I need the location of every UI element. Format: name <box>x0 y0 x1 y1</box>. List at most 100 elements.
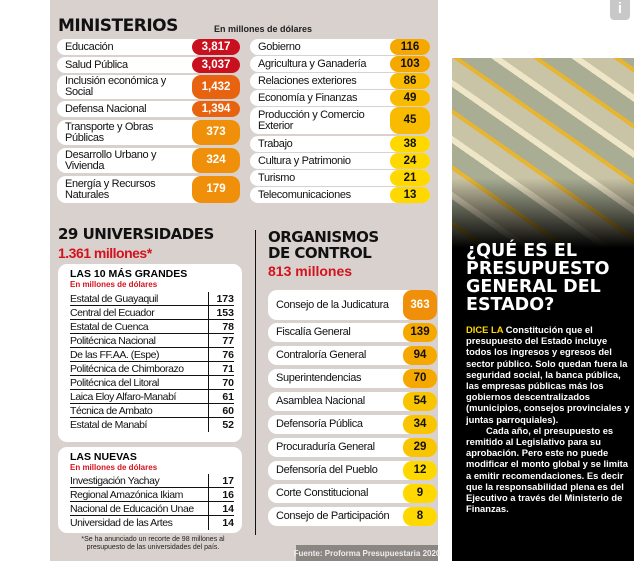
item-value-badge: 38 <box>390 136 430 152</box>
university-value: 77 <box>208 334 234 347</box>
item-label: Cultura y Patrimonio <box>258 154 351 167</box>
table-row: De las FF.AA. (Espe) 76 <box>70 348 234 362</box>
item-label: Defensa Nacional <box>65 102 147 115</box>
grandes-title: LAS 10 MÁS GRANDES <box>70 268 188 280</box>
university-name: Universidad de las Artes <box>70 517 173 529</box>
table-row: Estatal de Cuenca 78 <box>70 320 234 334</box>
university-value: 70 <box>208 376 234 389</box>
item-value-badge: 1,432 <box>192 75 240 99</box>
list-item: Consejo de la Judicatura 363 <box>268 290 437 320</box>
organismos-total: 813 millones <box>268 263 353 279</box>
university-name: Nacional de Educación Unae <box>70 502 194 515</box>
table-row: Laica Eloy Alfaro-Manabí 61 <box>70 390 234 404</box>
university-name: Técnica de Ambato <box>70 404 153 417</box>
item-value-badge: 139 <box>403 323 437 342</box>
list-item: Consejo de Participación 8 <box>268 507 437 526</box>
item-value-badge: 70 <box>403 369 437 388</box>
university-value: 71 <box>208 362 234 375</box>
item-value-badge: 3,037 <box>192 57 240 73</box>
ministerios-title: MINISTERIOS <box>58 16 178 36</box>
list-item: Economía y Finanzas 49 <box>250 90 430 106</box>
item-label: Energía y Recursos Naturales <box>65 177 156 201</box>
item-value-badge: 373 <box>192 120 240 145</box>
item-value-badge: 179 <box>192 176 240 203</box>
item-value-badge: 324 <box>192 148 240 173</box>
item-value-badge: 45 <box>390 107 430 134</box>
item-label: Educación <box>65 40 114 53</box>
list-item: Educación 3,817 <box>57 39 240 55</box>
table-row: Técnica de Ambato 60 <box>70 404 234 418</box>
grandes-box: LAS 10 MÁS GRANDES En millones de dólare… <box>58 264 242 442</box>
sidebar-lead: DICE LA <box>466 324 504 335</box>
table-row: Politécnica de Chimborazo 71 <box>70 362 234 376</box>
nuevas-title: LAS NUEVAS <box>70 451 137 463</box>
list-item: Relaciones exteriores 86 <box>250 73 430 89</box>
table-row: Investigación Yachay 17 <box>70 474 234 488</box>
item-label: Agricultura y Ganadería <box>258 57 367 70</box>
universidades-title: 29 UNIVERSIDADES <box>58 225 214 243</box>
item-value-badge: 21 <box>390 170 430 186</box>
organismos-title: ORGANISMOS DE CONTROL <box>268 229 379 261</box>
sidebar-body: DICE LA Constitución que el presupuesto … <box>466 324 630 514</box>
item-label: Transporte y Obras Públicas <box>65 120 154 144</box>
item-value-badge: 9 <box>403 484 437 503</box>
university-value: 52 <box>208 418 234 432</box>
item-label: Gobierno <box>258 40 301 53</box>
item-value-badge: 86 <box>390 73 430 89</box>
item-value-badge: 54 <box>403 392 437 411</box>
list-item: Gobierno 116 <box>250 39 430 55</box>
university-name: Politécnica del Litoral <box>70 376 159 389</box>
item-label: Consejo de Participación <box>276 510 390 522</box>
university-name: Central del Ecuador <box>70 306 155 319</box>
university-name: De las FF.AA. (Espe) <box>70 348 160 361</box>
item-value-badge: 29 <box>403 438 437 457</box>
item-label: Contraloría General <box>276 349 366 361</box>
item-value-badge: 1,394 <box>192 101 240 117</box>
list-item: Agricultura y Ganadería 103 <box>250 56 430 72</box>
list-item: Contraloría General 94 <box>268 346 437 365</box>
list-item: Defensoría Pública 34 <box>268 415 437 434</box>
university-value: 16 <box>208 488 234 501</box>
organismos-title-2: DE CONTROL <box>268 244 372 262</box>
divider <box>255 230 256 535</box>
list-item: Transporte y Obras Públicas 373 <box>57 120 240 145</box>
table-row: Estatal de Manabí 52 <box>70 418 234 432</box>
money-photo <box>452 58 634 248</box>
list-item: Procuraduría General 29 <box>268 438 437 457</box>
list-item: Corte Constitucional 9 <box>268 484 437 503</box>
item-label: Relaciones exteriores <box>258 74 357 87</box>
list-item: Defensa Nacional 1,394 <box>57 101 240 117</box>
list-item: Energía y Recursos Naturales 179 <box>57 176 240 203</box>
university-value: 14 <box>208 516 234 530</box>
university-name: Estatal de Cuenca <box>70 320 149 333</box>
university-name: Politécnica Nacional <box>70 334 156 347</box>
item-label: Asamblea Nacional <box>276 395 365 407</box>
item-value-badge: 94 <box>403 346 437 365</box>
organismos-title-1: ORGANISMOS <box>268 228 379 246</box>
list-item: Asamblea Nacional 54 <box>268 392 437 411</box>
item-label: Economía y Finanzas <box>258 91 358 104</box>
list-item: Inclusión económica y Social 1,432 <box>57 75 240 99</box>
university-name: Estatal de Guayaquil <box>70 292 158 305</box>
item-value-badge: 34 <box>403 415 437 434</box>
table-row: Estatal de Guayaquil 173 <box>70 292 234 306</box>
source-label: Fuente: Proforma Presupuestaria 2020 <box>294 545 440 561</box>
university-name: Politécnica de Chimborazo <box>70 362 184 375</box>
university-value: 78 <box>208 320 234 333</box>
list-item: Trabajo 38 <box>250 136 430 152</box>
item-value-badge: 24 <box>390 153 430 169</box>
info-icon[interactable]: i <box>610 0 630 20</box>
list-item: Fiscalía General 139 <box>268 323 437 342</box>
table-row: Central del Ecuador 153 <box>70 306 234 320</box>
table-row: Regional Amazónica Ikiam 16 <box>70 488 234 502</box>
list-item: Desarrollo Urbano y Vivienda 324 <box>57 148 240 173</box>
item-value-badge: 116 <box>390 39 430 55</box>
ministerios-unit: En millones de dólares <box>214 24 313 34</box>
table-row: Universidad de las Artes 14 <box>70 516 234 530</box>
item-label: Trabajo <box>258 137 293 150</box>
item-label: Desarrollo Urbano y Vivienda <box>65 148 157 172</box>
university-value: 173 <box>208 292 234 305</box>
footnote: *Se ha anunciado un recorte de 98 millon… <box>81 536 225 551</box>
item-label: Producción y Comercio Exterior <box>258 108 365 132</box>
university-value: 14 <box>208 502 234 515</box>
